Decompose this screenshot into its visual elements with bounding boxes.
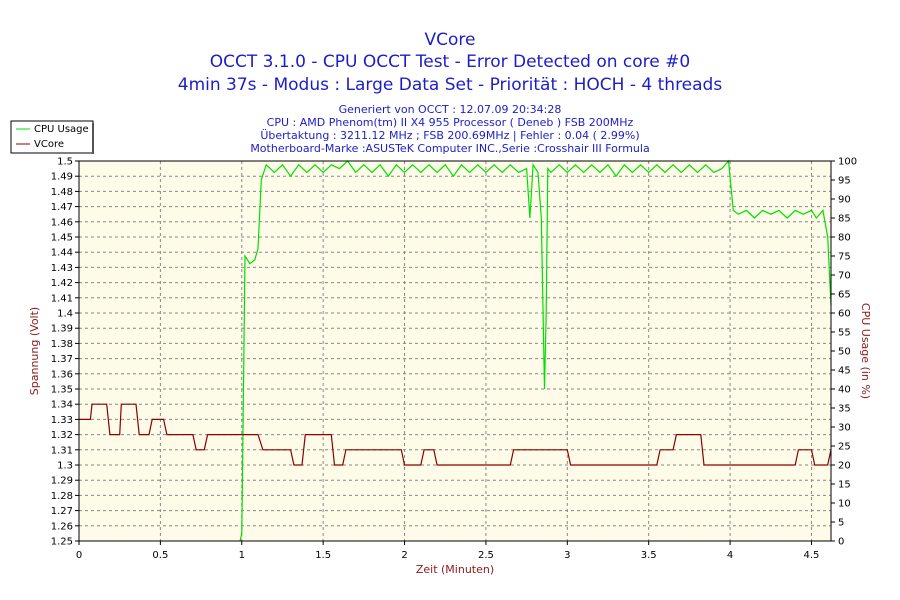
x-tick-label: 0.5 bbox=[152, 550, 168, 561]
y-left-tick-label: 1.5 bbox=[57, 157, 73, 168]
y-left-tick-label: 1.38 bbox=[51, 339, 73, 350]
y-right-tick-label: 20 bbox=[838, 461, 851, 472]
y-right-tick-label: 30 bbox=[838, 423, 851, 434]
y-right-tick-label: 45 bbox=[838, 366, 851, 377]
y-left-tick-label: 1.39 bbox=[51, 324, 73, 335]
y-right-tick-label: 35 bbox=[838, 404, 851, 415]
y-right-tick-label: 85 bbox=[838, 214, 851, 225]
y-right-tick-label: 15 bbox=[838, 480, 851, 491]
legend-label-cpu-usage: CPU Usage bbox=[34, 124, 89, 135]
y-right-tick-label: 70 bbox=[838, 271, 851, 282]
y-left-tick-label: 1.46 bbox=[51, 217, 73, 228]
x-axis-label: Zeit (Minuten) bbox=[416, 563, 494, 576]
y-left-tick-label: 1.48 bbox=[51, 187, 73, 198]
x-tick-label: 2 bbox=[401, 550, 407, 561]
y-left-tick-label: 1.26 bbox=[51, 521, 73, 532]
plot-area bbox=[79, 161, 831, 541]
y-left-tick-label: 1.34 bbox=[51, 400, 73, 411]
chart-subtitle-1: OCCT 3.1.0 - CPU OCCT Test - Error Detec… bbox=[210, 52, 690, 72]
y-left-tick-label: 1.41 bbox=[51, 293, 73, 304]
y-left-tick-label: 1.33 bbox=[51, 415, 73, 426]
y-left-tick-label: 1.29 bbox=[51, 476, 73, 487]
legend: CPU Usage VCore bbox=[11, 121, 93, 154]
x-tick-label: 1 bbox=[239, 550, 245, 561]
y-left-tick-label: 1.36 bbox=[51, 369, 73, 380]
chart-subtitle-2: 4min 37s - Modus : Large Data Set - Prio… bbox=[178, 75, 723, 95]
y-right-tick-label: 25 bbox=[838, 442, 851, 453]
chart-title: VCore bbox=[425, 30, 476, 50]
y-right-tick-label: 10 bbox=[838, 499, 851, 510]
x-tick-label: 3 bbox=[564, 550, 570, 561]
x-tick-label: 1.5 bbox=[315, 550, 331, 561]
y-right-tick-label: 80 bbox=[838, 233, 851, 244]
y-right-tick-label: 40 bbox=[838, 385, 851, 396]
legend-label-vcore: VCore bbox=[34, 139, 64, 150]
y-left-tick-label: 1.3 bbox=[57, 461, 73, 472]
y-left-tick-label: 1.35 bbox=[51, 385, 73, 396]
y-left-tick-label: 1.49 bbox=[51, 172, 73, 183]
y-right-tick-label: 0 bbox=[838, 537, 844, 548]
y-left-tick-label: 1.47 bbox=[51, 202, 73, 213]
info-line-generated: Generiert von OCCT : 12.07.09 20:34:28 bbox=[339, 103, 562, 116]
y-left-tick-label: 1.45 bbox=[51, 233, 73, 244]
y-left-tick-label: 1.43 bbox=[51, 263, 73, 274]
y-left-tick-label: 1.27 bbox=[51, 506, 73, 517]
x-tick-label: 4.5 bbox=[804, 550, 820, 561]
y-right-tick-label: 75 bbox=[838, 252, 851, 263]
y-axis-left-label: Spannung (Volt) bbox=[28, 307, 41, 395]
y-right-tick-label: 50 bbox=[838, 347, 851, 358]
info-line-motherboard: Motherboard-Marke :ASUSTeK Computer INC.… bbox=[250, 142, 649, 155]
info-line-cpu: CPU : AMD Phenom(tm) II X4 955 Processor… bbox=[267, 116, 634, 129]
y-left-tick-label: 1.28 bbox=[51, 491, 73, 502]
y-right-tick-label: 90 bbox=[838, 195, 851, 206]
x-tick-label: 4 bbox=[727, 550, 733, 561]
y-left-tick-label: 1.4 bbox=[57, 309, 73, 320]
y-axis-right-label: CPU Usage (in %) bbox=[859, 303, 872, 399]
info-line-overclock: Übertaktung : 3211.12 MHz ; FSB 200.69MH… bbox=[260, 129, 639, 142]
y-right-tick-label: 100 bbox=[838, 157, 857, 168]
y-left-tick-label: 1.42 bbox=[51, 278, 73, 289]
y-left-tick-label: 1.31 bbox=[51, 445, 73, 456]
x-tick-label: 0 bbox=[76, 550, 82, 561]
y-left-tick-label: 1.25 bbox=[51, 537, 73, 548]
y-right-tick-label: 5 bbox=[838, 518, 844, 529]
y-right-tick-label: 60 bbox=[838, 309, 851, 320]
x-tick-label: 3.5 bbox=[641, 550, 657, 561]
y-right-tick-label: 95 bbox=[838, 176, 851, 187]
x-tick-label: 2.5 bbox=[478, 550, 494, 561]
y-left-tick-label: 1.37 bbox=[51, 354, 73, 365]
y-right-tick-label: 65 bbox=[838, 290, 851, 301]
y-left-tick-label: 1.32 bbox=[51, 430, 73, 441]
y-right-tick-label: 55 bbox=[838, 328, 851, 339]
y-left-tick-label: 1.44 bbox=[51, 248, 73, 259]
